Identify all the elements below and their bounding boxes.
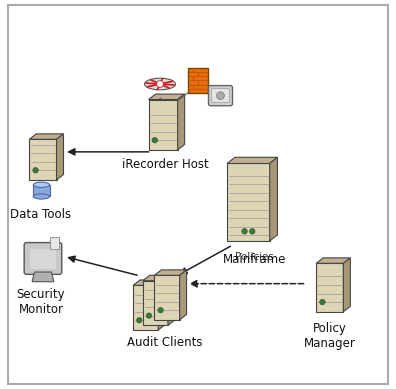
Polygon shape xyxy=(148,94,185,100)
FancyBboxPatch shape xyxy=(24,243,62,274)
FancyBboxPatch shape xyxy=(208,86,232,106)
FancyBboxPatch shape xyxy=(143,281,168,325)
Polygon shape xyxy=(180,270,187,320)
Ellipse shape xyxy=(145,78,175,90)
Circle shape xyxy=(217,92,225,100)
FancyBboxPatch shape xyxy=(29,139,57,180)
Polygon shape xyxy=(227,157,278,163)
Bar xyxy=(33,185,50,196)
Circle shape xyxy=(33,168,38,173)
FancyBboxPatch shape xyxy=(133,286,158,330)
Polygon shape xyxy=(57,134,63,180)
Circle shape xyxy=(158,307,163,313)
Circle shape xyxy=(249,229,255,234)
Ellipse shape xyxy=(33,194,50,199)
Polygon shape xyxy=(29,134,63,139)
FancyBboxPatch shape xyxy=(148,100,178,150)
FancyBboxPatch shape xyxy=(188,68,208,93)
Text: Audit Clients: Audit Clients xyxy=(127,336,203,349)
FancyBboxPatch shape xyxy=(50,237,59,249)
Text: Data Tools: Data Tools xyxy=(10,208,72,221)
Polygon shape xyxy=(178,94,185,150)
FancyBboxPatch shape xyxy=(154,275,180,320)
Text: iRecorder Host: iRecorder Host xyxy=(122,158,208,171)
Text: Mainframe: Mainframe xyxy=(223,252,286,266)
Text: Policy
Manager: Policy Manager xyxy=(304,322,356,350)
Polygon shape xyxy=(133,280,165,286)
Polygon shape xyxy=(143,275,175,281)
Text: Policies: Policies xyxy=(235,252,274,262)
Text: Security
Monitor: Security Monitor xyxy=(17,287,65,315)
Polygon shape xyxy=(158,280,165,330)
Polygon shape xyxy=(32,272,54,282)
Circle shape xyxy=(152,138,158,143)
Circle shape xyxy=(137,317,142,323)
FancyBboxPatch shape xyxy=(316,263,343,312)
FancyBboxPatch shape xyxy=(8,5,388,384)
Polygon shape xyxy=(168,275,175,325)
Polygon shape xyxy=(270,157,278,241)
Circle shape xyxy=(156,81,164,88)
Polygon shape xyxy=(343,258,350,312)
FancyBboxPatch shape xyxy=(227,163,270,241)
Circle shape xyxy=(146,313,152,318)
Circle shape xyxy=(242,229,247,234)
FancyBboxPatch shape xyxy=(30,249,56,269)
FancyBboxPatch shape xyxy=(211,89,229,103)
Polygon shape xyxy=(316,258,350,263)
Circle shape xyxy=(320,300,325,305)
Polygon shape xyxy=(154,270,187,275)
Ellipse shape xyxy=(33,182,50,187)
